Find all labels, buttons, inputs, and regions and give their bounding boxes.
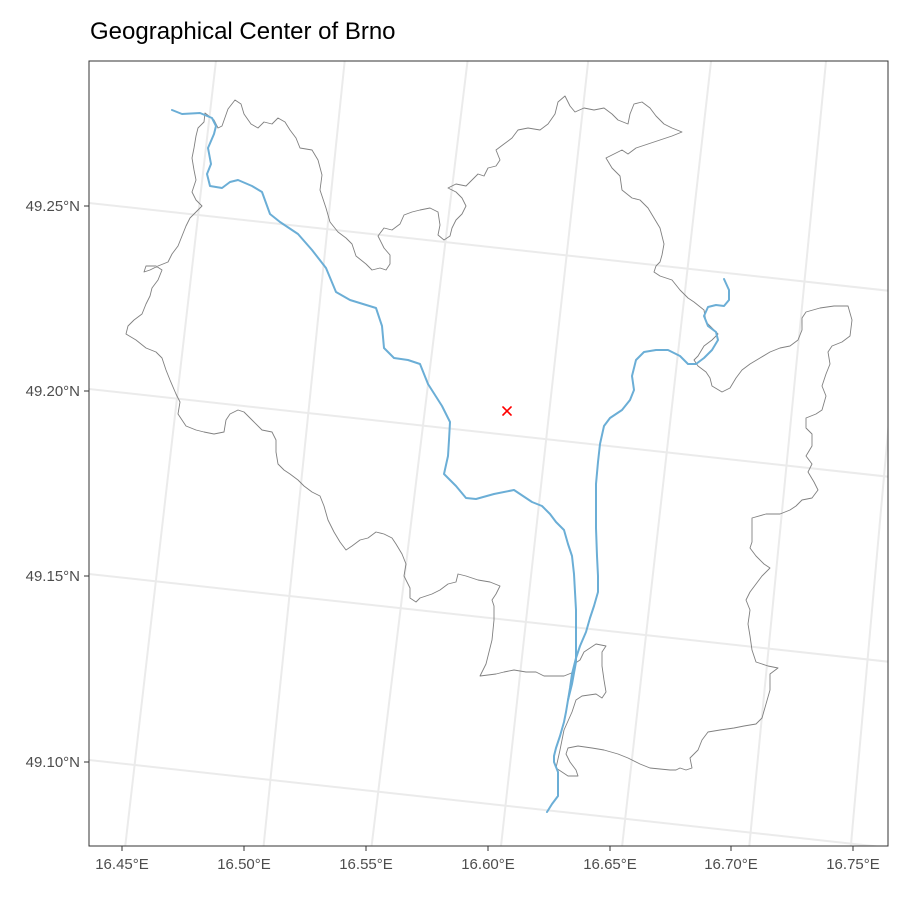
lon-tick-label: 16.75°E (826, 856, 880, 873)
parallel-line-49.25 (89, 201, 888, 292)
meridian-line-16.45 (124, 61, 217, 846)
meridian-line-16.60 (499, 61, 590, 846)
lat-tick-label: 49.10°N (26, 754, 80, 771)
city-boundary (125, 95, 853, 777)
lon-tick-label: 16.45°E (95, 856, 149, 873)
map-panel (89, 61, 888, 846)
parallel-line-49.20 (89, 387, 888, 478)
lon-axis-ticks (121, 846, 854, 851)
lon-tick-label: 16.50°E (217, 856, 271, 873)
map-title: Geographical Center of Brno (90, 18, 396, 45)
lat-tick-label: 49.20°N (26, 383, 80, 400)
svratka-river (171, 109, 577, 813)
lon-tick-label: 16.70°E (704, 856, 758, 873)
graticule (89, 61, 888, 846)
lon-tick-label: 16.60°E (461, 856, 515, 873)
meridian-line-16.70 (748, 61, 828, 846)
meridian-line-16.55 (370, 61, 469, 846)
meridian-line-16.50 (262, 61, 346, 846)
lon-tick-label: 16.65°E (583, 856, 637, 873)
lat-axis-ticks (84, 205, 89, 763)
svitava-river (567, 278, 730, 701)
parallel-line-49.15 (89, 572, 888, 663)
lat-tick-label: 49.25°N (26, 198, 80, 215)
lon-tick-label: 16.55°E (339, 856, 393, 873)
geographical-center-marker (502, 406, 512, 416)
rivers (171, 109, 730, 813)
meridian-line-16.75 (849, 420, 888, 846)
meridian-line-16.65 (621, 61, 713, 846)
lat-tick-label: 49.15°N (26, 568, 80, 585)
parallel-line-49.10 (89, 758, 882, 846)
